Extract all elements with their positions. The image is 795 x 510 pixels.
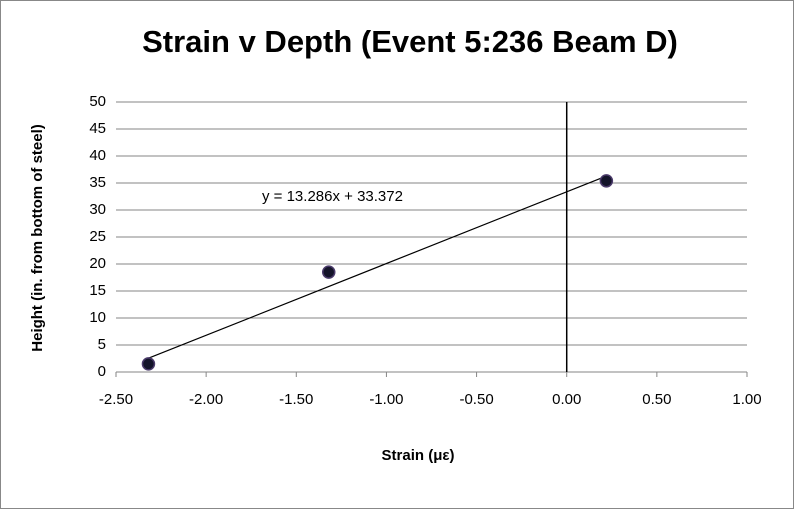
y-tick-label: 45 <box>89 120 106 137</box>
y-tick-label: 30 <box>89 201 106 218</box>
y-tick-label: 0 <box>98 363 106 380</box>
trendline <box>148 175 607 359</box>
y-tick-label: 50 <box>89 93 106 110</box>
y-tick-label: 20 <box>89 255 106 272</box>
x-axis-label: Strain (με) <box>382 447 455 464</box>
point <box>599 174 614 188</box>
x-tick-label: 0.00 <box>552 391 581 408</box>
y-tick-label: 35 <box>89 174 106 191</box>
point <box>321 265 336 279</box>
y-tick-label: 25 <box>89 228 106 245</box>
x-tick-label: 0.50 <box>642 391 671 408</box>
x-tick-label: -1.00 <box>369 391 403 408</box>
x-tick-label: -2.00 <box>189 391 223 408</box>
y-tick-label: 15 <box>89 282 106 299</box>
point <box>141 357 156 371</box>
y-tick-label: 40 <box>89 147 106 164</box>
x-tick-label: -0.50 <box>459 391 493 408</box>
y-tick-label: 10 <box>89 309 106 326</box>
trendline-label: y = 13.286x + 33.372 <box>262 188 403 205</box>
chart-title: Strain v Depth (Event 5:236 Beam D) <box>142 24 678 59</box>
y-axis-label: Height (in. from bottom of steel) <box>29 124 46 351</box>
x-tick-label: -1.50 <box>279 391 313 408</box>
x-tick-label: 1.00 <box>732 391 761 408</box>
y-tick-label: 5 <box>98 336 106 353</box>
x-tick-label: -2.50 <box>99 391 133 408</box>
